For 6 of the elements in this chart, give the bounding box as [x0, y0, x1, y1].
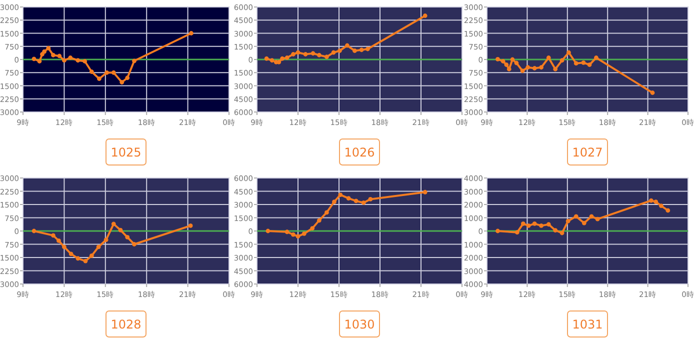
text: 1031: [572, 318, 603, 332]
text: 1028: [110, 318, 142, 332]
text: 1026: [344, 146, 375, 160]
text: 1027: [572, 146, 603, 160]
text: 1030: [344, 318, 375, 332]
text: 1025: [110, 146, 142, 160]
